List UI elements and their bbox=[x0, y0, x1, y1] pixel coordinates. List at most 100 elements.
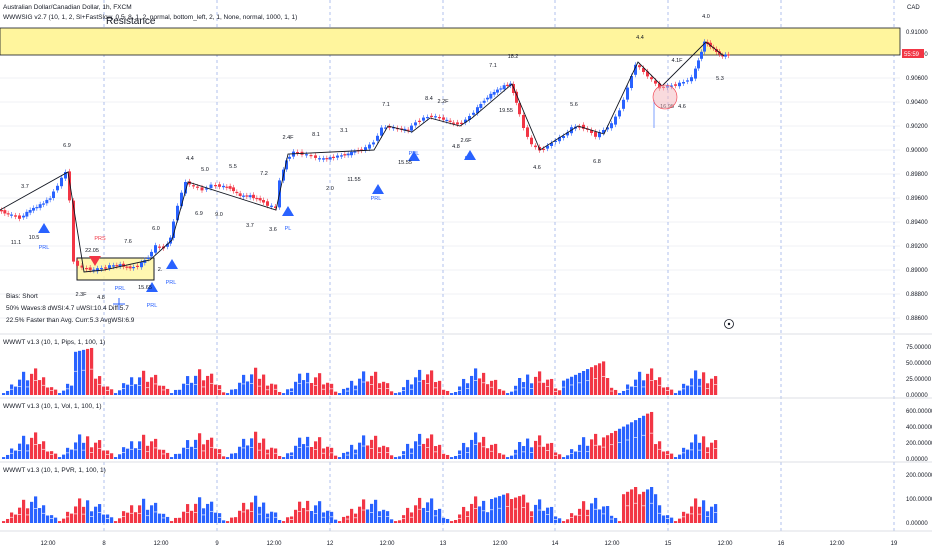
candle-body bbox=[658, 83, 661, 89]
candle-body bbox=[515, 91, 518, 103]
annotation-label: 5.0 bbox=[201, 167, 209, 173]
signal-markers bbox=[38, 150, 476, 292]
candle-body bbox=[642, 68, 645, 72]
panel-bar bbox=[270, 447, 274, 459]
panel-bar bbox=[606, 505, 610, 523]
panel-bar bbox=[26, 444, 30, 459]
panel-bar bbox=[58, 521, 62, 523]
panel-tick: 100.00000 bbox=[906, 497, 932, 503]
panel-bar bbox=[142, 434, 146, 459]
panel-bar bbox=[214, 512, 218, 523]
panel-bar bbox=[194, 439, 198, 459]
panel-bar bbox=[498, 389, 502, 395]
panel-bar bbox=[474, 432, 478, 459]
panel-bar bbox=[58, 457, 62, 459]
candle-body bbox=[132, 267, 135, 269]
candle-body bbox=[700, 51, 703, 59]
annotation-label: 9.0 bbox=[215, 212, 223, 218]
candle-body bbox=[76, 260, 79, 266]
panel-bar bbox=[238, 510, 242, 523]
panel-bar bbox=[34, 368, 38, 395]
candle-body bbox=[442, 117, 445, 120]
candle-body bbox=[222, 185, 225, 188]
annotation-label: PRL bbox=[409, 151, 420, 157]
candle-body bbox=[296, 152, 299, 154]
panel-bar bbox=[326, 510, 330, 523]
panel-bar bbox=[338, 393, 342, 395]
panel-bar bbox=[550, 442, 554, 459]
candle-body bbox=[482, 100, 486, 103]
panel-bar bbox=[666, 515, 670, 523]
time-tick: 12:00 bbox=[829, 541, 845, 547]
panel-bar bbox=[514, 449, 518, 459]
annotation-label: 15.55 bbox=[398, 160, 412, 166]
crosshair-icon[interactable] bbox=[113, 298, 125, 310]
panel-bar bbox=[634, 420, 638, 459]
annotation-label: 11.55 bbox=[347, 177, 360, 183]
time-tick: 12:00 bbox=[717, 541, 733, 547]
panel-bar bbox=[238, 446, 242, 459]
panel-bar bbox=[454, 455, 458, 459]
time-tick: 12:00 bbox=[379, 541, 395, 547]
panel-bar bbox=[454, 391, 458, 395]
panel-bar bbox=[310, 447, 314, 459]
candle-body bbox=[353, 151, 357, 153]
panel-bar bbox=[614, 389, 618, 395]
panel-bar bbox=[378, 447, 382, 459]
candle-body bbox=[606, 127, 609, 130]
candle-body bbox=[196, 186, 199, 188]
panel-bar bbox=[306, 436, 310, 459]
panel-bar bbox=[658, 377, 662, 395]
annotation-label: 4.0 bbox=[702, 14, 710, 20]
panel-bar bbox=[654, 494, 658, 523]
panel-bar bbox=[566, 455, 570, 459]
panel-bar bbox=[278, 391, 282, 395]
time-tick: 16 bbox=[778, 541, 785, 547]
panel-bar bbox=[282, 457, 286, 459]
annotation-label: 3.6 bbox=[269, 227, 277, 233]
panel-bar bbox=[386, 447, 390, 459]
candle-body bbox=[248, 195, 252, 198]
panel-bar bbox=[78, 350, 82, 395]
panel-bar bbox=[702, 500, 706, 523]
candle-body bbox=[346, 153, 350, 156]
panel-bar bbox=[638, 371, 642, 395]
candle-body bbox=[228, 186, 232, 189]
panel-bar bbox=[714, 440, 718, 459]
panel-bar bbox=[22, 435, 26, 459]
panel-label: WWWT v1.3 (10, 1, Vol, 1, 100, 1) bbox=[3, 403, 102, 410]
panel-bar bbox=[198, 497, 202, 523]
candle-body bbox=[180, 192, 183, 207]
candle-body bbox=[518, 103, 521, 115]
panel-bar bbox=[194, 503, 198, 523]
panel-bar bbox=[446, 390, 450, 395]
candle-body bbox=[38, 204, 42, 208]
annotation-label: 5.6 bbox=[570, 102, 578, 108]
candle-body bbox=[456, 122, 459, 125]
panel-bar bbox=[590, 367, 594, 395]
panel-bar bbox=[518, 441, 522, 459]
candle-body bbox=[235, 191, 239, 194]
panel-bar bbox=[62, 390, 66, 395]
annotation-label: 15.65 bbox=[138, 285, 152, 291]
candle-body bbox=[14, 215, 17, 217]
candle-body bbox=[88, 267, 92, 271]
candle-body bbox=[486, 97, 489, 100]
panel-bar bbox=[286, 517, 290, 523]
panel-bar bbox=[358, 442, 362, 459]
panel-bar bbox=[10, 512, 14, 523]
panel-bar bbox=[194, 375, 198, 395]
candles-layer bbox=[0, 39, 730, 274]
panel-bar bbox=[138, 377, 142, 395]
panel-bar bbox=[114, 457, 118, 459]
panel-bar bbox=[266, 449, 270, 459]
panel-bar bbox=[118, 390, 122, 395]
settings-circle-icon[interactable] bbox=[724, 319, 734, 329]
candle-body bbox=[496, 89, 499, 93]
panel-bar bbox=[694, 370, 698, 395]
panel-bar bbox=[714, 376, 718, 395]
info-speed: 22.5% Faster than Avg. Curr:5.3 AvgWSI:6… bbox=[6, 317, 135, 324]
panel-bar bbox=[502, 494, 506, 523]
panel-bar bbox=[126, 448, 130, 459]
